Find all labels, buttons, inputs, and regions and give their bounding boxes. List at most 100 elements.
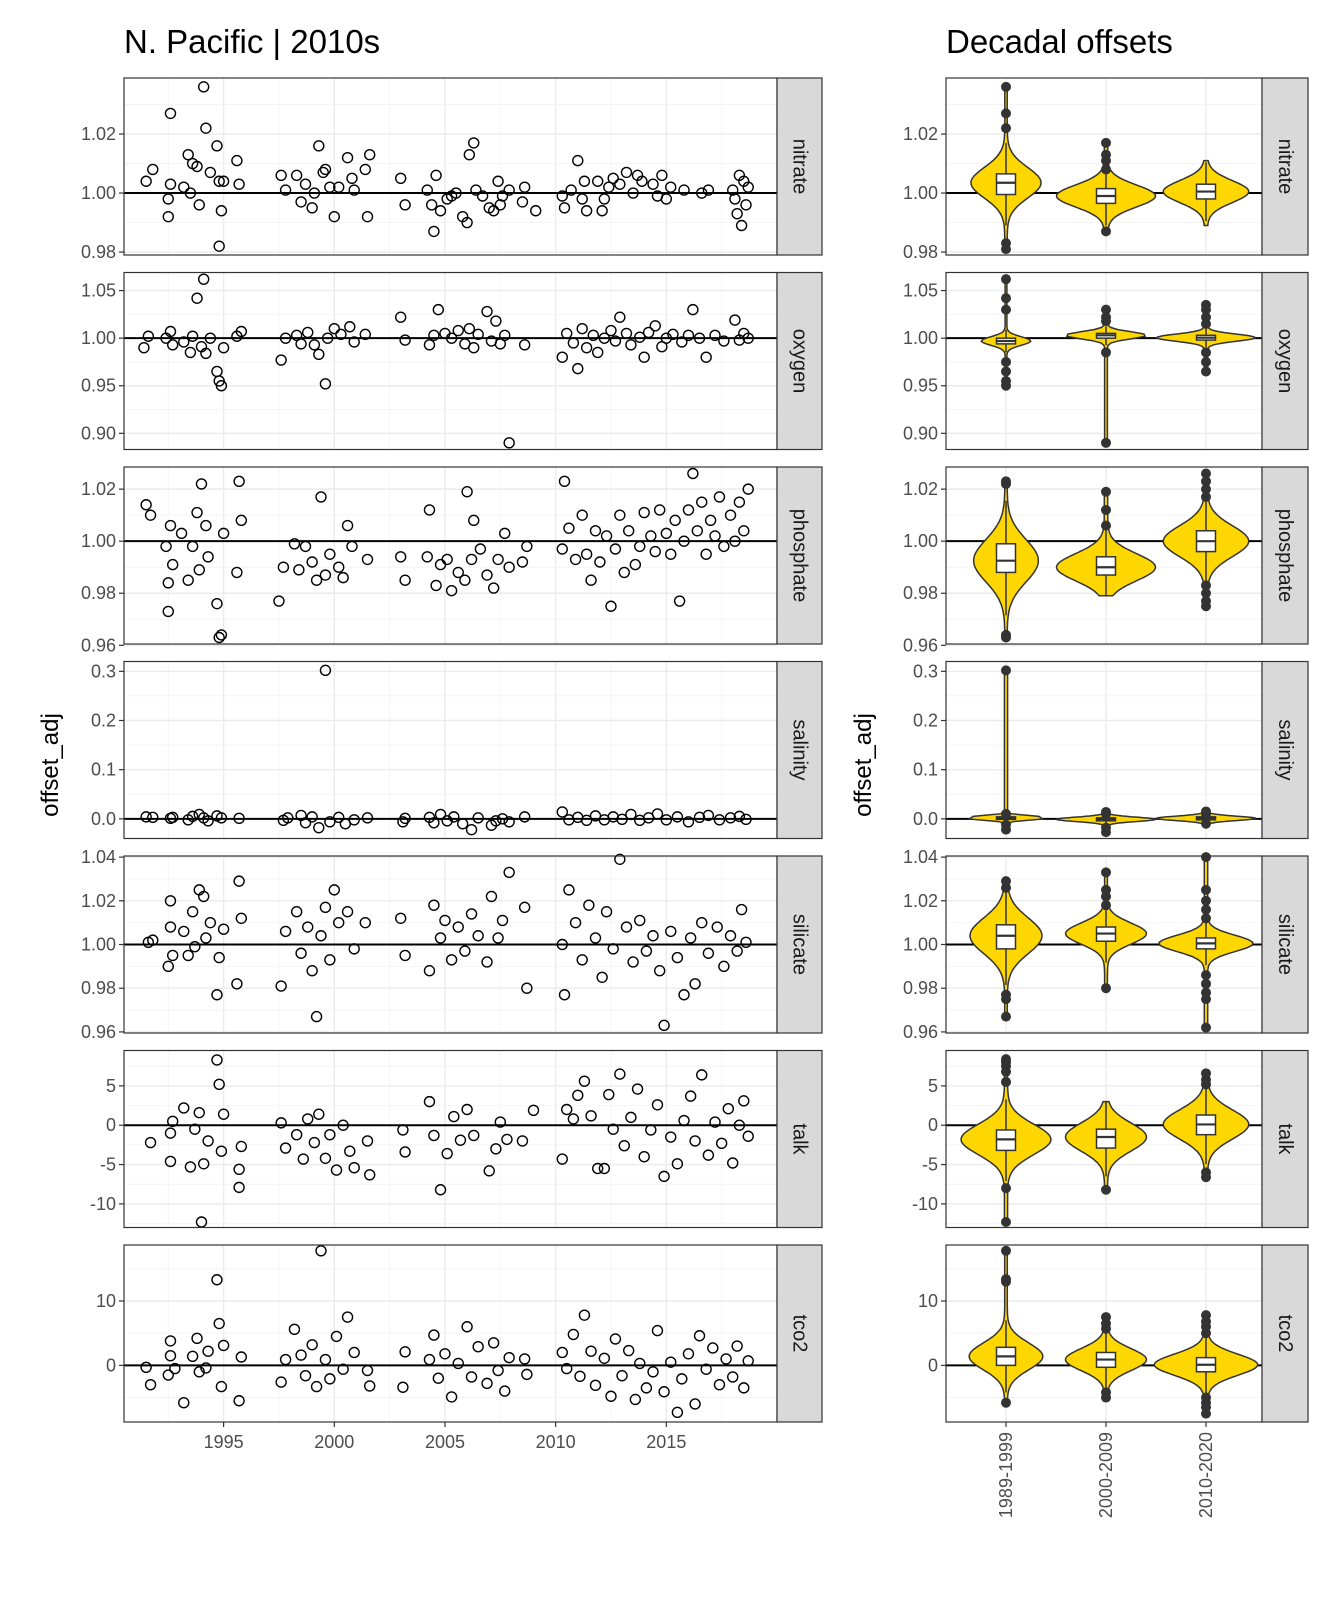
box-outlier-point	[1001, 665, 1011, 676]
scatter-point	[671, 1158, 684, 1170]
scatter-point	[310, 574, 323, 586]
scatter-point	[487, 1337, 500, 1349]
scatter-point	[715, 1137, 728, 1150]
scatter-point	[299, 540, 312, 553]
scatter-point	[684, 932, 697, 944]
scatter-point	[421, 184, 433, 196]
scatter-point	[452, 921, 464, 933]
scatter-point	[189, 940, 201, 953]
scatter-point	[162, 193, 174, 205]
scatter-point	[702, 947, 715, 959]
scatter-point	[651, 1324, 664, 1337]
scatter-point	[563, 522, 575, 534]
scatter-point	[665, 1131, 677, 1143]
scatter-point	[359, 916, 371, 929]
scatter-x-tick-label: 2000	[314, 1432, 354, 1452]
scatter-point	[496, 813, 509, 825]
scatter-y-tick-label: 0.96	[81, 1022, 116, 1042]
scatter-point	[620, 166, 633, 179]
scatter-strip-phosphate	[776, 466, 823, 645]
scatter-point	[518, 811, 531, 823]
scatter-point	[556, 806, 568, 818]
scatter-point	[432, 1372, 445, 1384]
violin-strip-label: silicate	[1274, 914, 1296, 975]
scatter-point	[279, 1142, 292, 1154]
scatter-point	[217, 1108, 230, 1120]
scatter-point	[215, 1145, 228, 1157]
scatter-point	[166, 339, 179, 351]
scatter-point	[341, 151, 354, 164]
scatter-point	[197, 81, 210, 93]
box-outlier-point	[1001, 293, 1011, 304]
scatter-point	[302, 326, 314, 339]
scatter-point	[328, 322, 340, 335]
scatter-point	[341, 906, 354, 918]
scatter-point	[569, 916, 582, 929]
box-outlier-point	[1101, 486, 1111, 497]
scatter-point	[503, 816, 515, 828]
box-outlier-point	[1001, 1397, 1011, 1408]
scatter-point	[669, 514, 681, 527]
scatter-point	[147, 163, 159, 176]
scatter-point	[556, 543, 568, 555]
scatter-point	[472, 812, 484, 824]
scatter-point	[660, 814, 673, 826]
scatter-point	[665, 1356, 677, 1368]
scatter-point	[319, 569, 332, 581]
scatter-point	[423, 1353, 436, 1366]
box-outlier-point	[1201, 1310, 1211, 1321]
scatter-point	[235, 1140, 248, 1153]
violin-x-tick-label: 2000-2009	[1096, 1432, 1116, 1518]
box-outlier-point	[1101, 884, 1111, 895]
scatter-point	[499, 329, 511, 342]
scatter-point	[594, 556, 606, 568]
scatter-point	[348, 943, 360, 955]
scatter-point	[315, 930, 327, 942]
scatter-point	[306, 811, 318, 823]
scatter-point	[472, 1340, 484, 1353]
scatter-point	[620, 921, 633, 933]
scatter-point	[432, 303, 445, 316]
box-outlier-point	[1101, 226, 1111, 237]
scatter-point	[164, 325, 177, 338]
scatter-point	[202, 815, 214, 827]
scatter-point	[592, 175, 604, 187]
scatter-point	[713, 814, 726, 826]
scatter-point	[191, 1332, 203, 1345]
scatter-point	[634, 540, 646, 553]
box-outlier-point	[1201, 312, 1211, 323]
scatter-point	[700, 351, 712, 363]
scatter-point	[423, 504, 436, 516]
scatter-point	[445, 584, 458, 597]
scatter-point	[359, 328, 371, 341]
box-iqr	[995, 543, 1017, 574]
scatter-y-tick-label: 1.00	[81, 531, 116, 551]
scatter-point	[361, 553, 374, 566]
scatter-point	[313, 140, 325, 152]
scatter-point	[306, 202, 318, 214]
scatter-y-tick-label: 0.98	[81, 978, 116, 998]
scatter-point	[441, 1147, 453, 1160]
scatter-point	[689, 1398, 701, 1410]
scatter-point	[295, 196, 307, 208]
scatter-point	[456, 818, 469, 830]
scatter-point	[616, 1369, 628, 1382]
scatter-point	[459, 945, 471, 957]
scatter-point	[200, 519, 212, 532]
violin-panel-phosphate: 0.96 0.98 1.00 1.02 phosphate	[903, 466, 1309, 655]
scatter-point	[735, 219, 748, 232]
scatter-strip-label: nitrate	[789, 139, 811, 195]
scatter-point	[140, 175, 152, 187]
scatter-point	[364, 148, 376, 161]
scatter-point	[503, 561, 515, 573]
box-outlier-point	[1201, 987, 1211, 998]
box-outlier-point	[1001, 1076, 1011, 1087]
scatter-point	[200, 932, 212, 944]
scatter-point	[231, 978, 243, 990]
box-outlier-point	[1201, 580, 1211, 591]
scatter-point	[578, 1309, 591, 1321]
scatter-y-tick-label: 5	[106, 1076, 116, 1096]
scatter-point	[472, 930, 484, 942]
scatter-point	[607, 172, 619, 185]
scatter-strip-label: tco2	[789, 1315, 811, 1353]
